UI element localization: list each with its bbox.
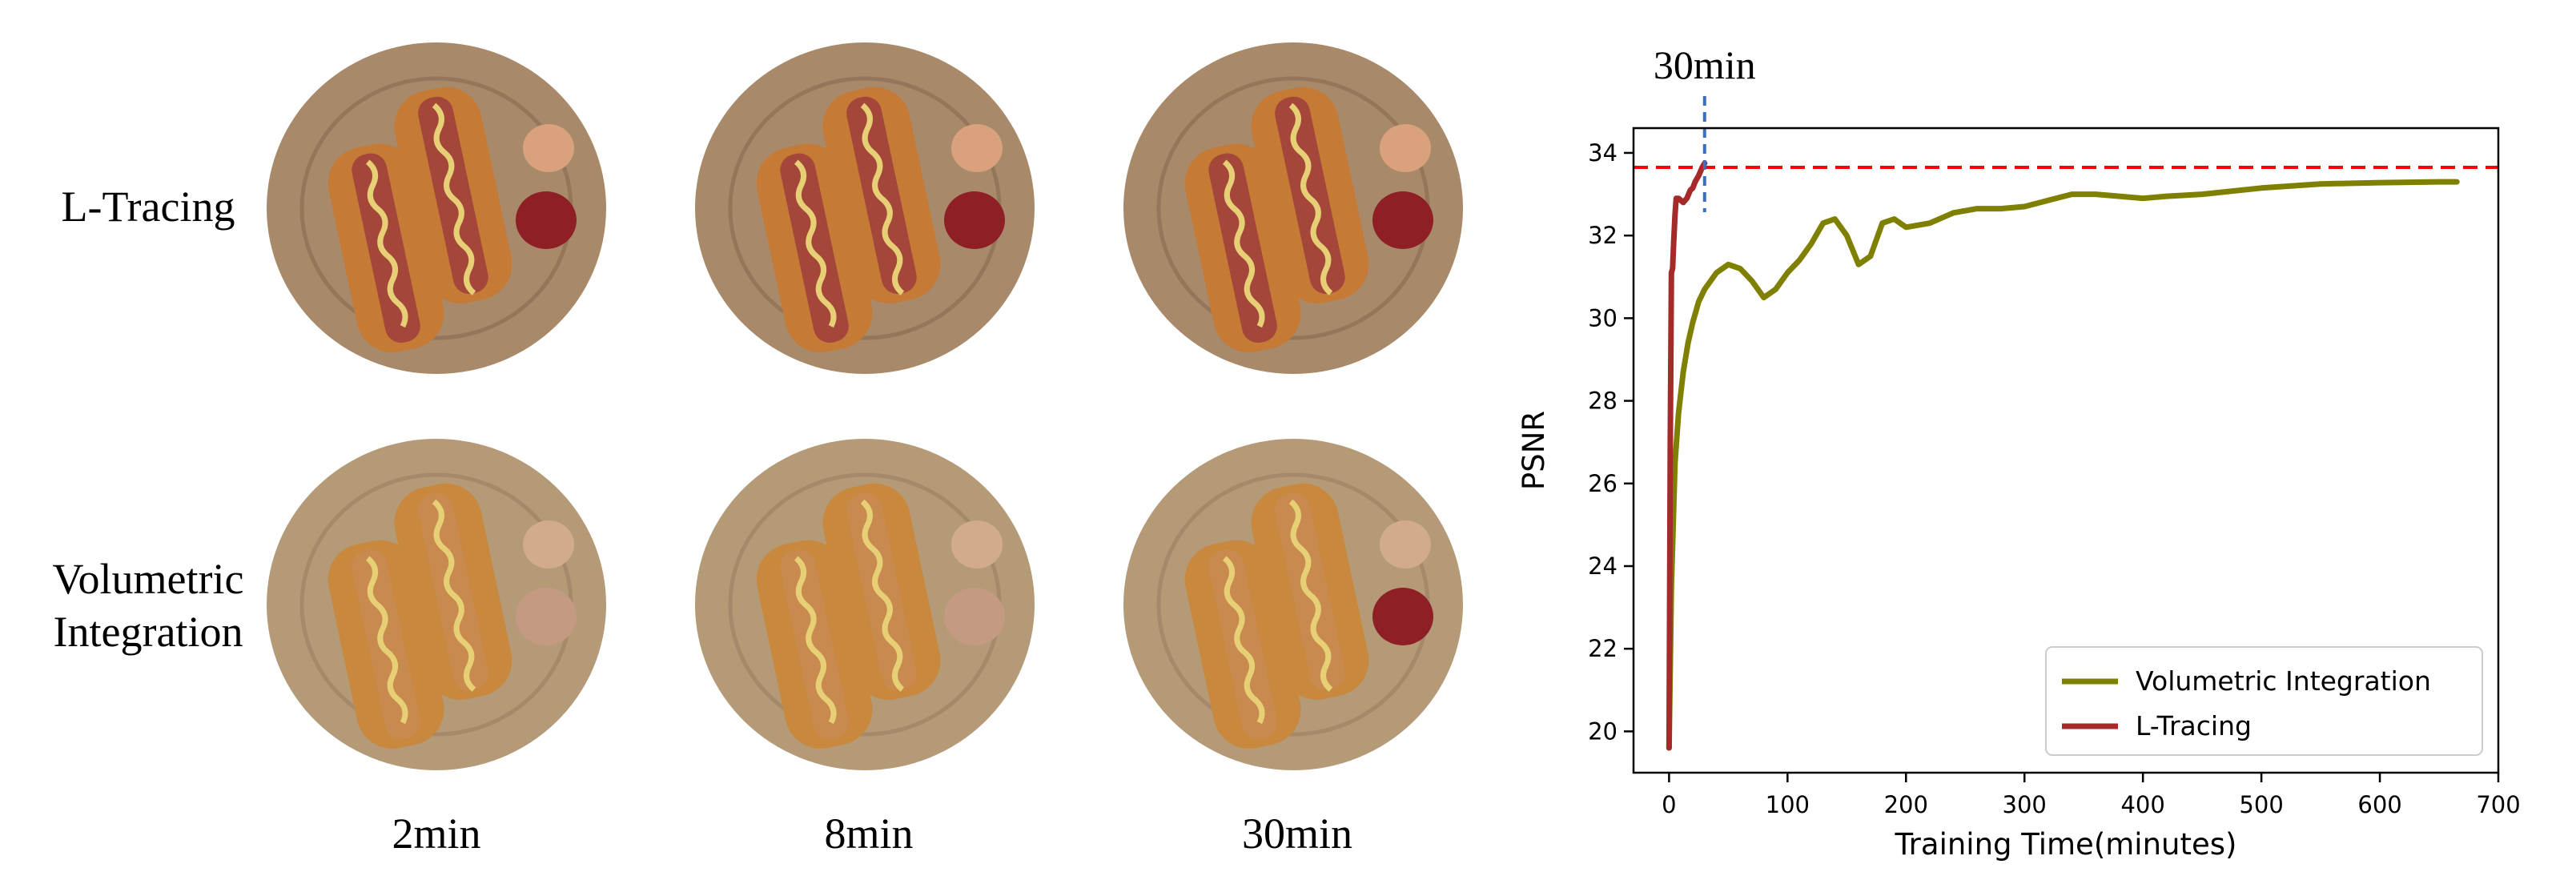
row-label-l-tracing: L-Tracing	[32, 180, 264, 233]
legend	[2045, 646, 2483, 756]
condiment-bottom	[516, 588, 577, 645]
hot-dog-2	[394, 86, 512, 303]
hot-dog-2	[822, 86, 941, 303]
condiment-top	[1380, 520, 1431, 569]
plate-render	[1121, 40, 1465, 376]
mustard	[432, 102, 476, 295]
y-tick-label: 34	[1588, 139, 1618, 167]
y-tick-label: 24	[1588, 552, 1618, 580]
ketchup	[1372, 191, 1433, 249]
plate-render	[264, 40, 609, 376]
condiment-top	[951, 520, 1003, 569]
series-line-volumetric-integration	[1666, 179, 2460, 751]
x-tick-label: 400	[2120, 791, 2164, 818]
annotation-label: 30min	[1654, 42, 1756, 87]
column-label-30min: 30min	[1241, 810, 1352, 858]
mustard	[1288, 499, 1333, 692]
legend-label: L-Tracing	[2136, 710, 2252, 741]
ketchup	[1372, 588, 1433, 645]
mustard	[860, 102, 905, 295]
row-label-line: L-Tracing	[61, 183, 235, 231]
row-label-line: Volumetric	[52, 555, 244, 603]
mustard	[1222, 159, 1265, 328]
y-tick-label: 30	[1588, 304, 1618, 331]
mustard	[860, 499, 905, 692]
plate-image	[267, 439, 606, 770]
column-label-8min: 8min	[824, 810, 914, 858]
row-label-volumetric-integration: Volumetric Integration	[32, 552, 264, 658]
legend-label: Volumetric Integration	[2136, 665, 2431, 697]
column-label-2min: 2min	[392, 810, 481, 858]
plate-render	[693, 436, 1037, 773]
y-tick-label: 28	[1588, 388, 1618, 415]
condiment-top	[1380, 124, 1431, 172]
condiment-top	[523, 520, 574, 569]
psnr-chart: 30min 0 100 200 300 400 500 600 700 20 22 24 26 28 30 3…	[1517, 42, 2521, 862]
plate-render	[264, 436, 609, 773]
hot-dog-2	[1251, 86, 1369, 303]
y-axis-label: PSNR	[1517, 411, 1551, 490]
condiment-top	[951, 124, 1003, 172]
hot-dog-2	[394, 483, 512, 700]
plate-image	[695, 42, 1035, 374]
y-tick-label: 20	[1588, 717, 1618, 745]
y-tick-label: 32	[1588, 222, 1618, 249]
mustard	[794, 159, 837, 328]
plate-image	[695, 439, 1035, 770]
x-tick-label: 300	[2003, 791, 2047, 818]
x-tick-label: 0	[1662, 791, 1676, 818]
mustard	[1288, 102, 1333, 295]
x-tick-label: 600	[2357, 791, 2401, 818]
plate-image	[1123, 42, 1463, 374]
x-tick-label: 700	[2476, 791, 2520, 818]
mustard	[1222, 556, 1265, 725]
plate-image	[1123, 439, 1463, 770]
series-line-l-tracing	[1666, 160, 1708, 751]
x-tick-label: 500	[2239, 791, 2283, 818]
y-tick-label: 26	[1588, 470, 1618, 497]
row-label-line: Integration	[53, 608, 243, 656]
y-tick-label: 22	[1588, 635, 1618, 662]
mustard	[365, 159, 408, 328]
x-axis-label: Training Time(minutes)	[1895, 827, 2237, 862]
condiment-top	[523, 124, 574, 172]
hot-dog-2	[1251, 483, 1369, 700]
condiment-bottom	[944, 588, 1005, 645]
plate-image	[267, 42, 606, 374]
mustard	[365, 556, 408, 725]
ketchup	[516, 191, 577, 249]
mustard	[794, 556, 837, 725]
x-tick-label: 100	[1766, 791, 1810, 818]
ketchup	[944, 191, 1005, 249]
plate-render	[1121, 436, 1465, 773]
hot-dog-2	[822, 483, 941, 700]
mustard	[432, 499, 476, 692]
plate-render	[693, 40, 1037, 376]
x-tick-label: 200	[1884, 791, 1928, 818]
axes-frame	[1632, 127, 2500, 774]
